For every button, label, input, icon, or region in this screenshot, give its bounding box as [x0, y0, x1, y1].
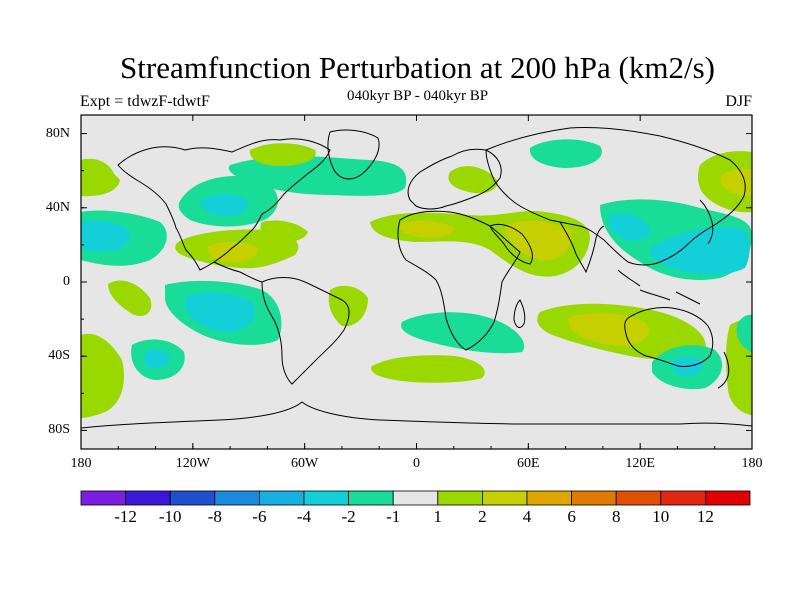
- contour-epac-trop-neg-core: [81, 220, 131, 252]
- lon-tick-label: 120E: [625, 456, 655, 471]
- colorbar-label: -1: [386, 507, 401, 526]
- coast-australia: [624, 307, 714, 367]
- lon-tick-label: 120W: [175, 456, 210, 471]
- contour-spac-east-neg: [736, 314, 752, 352]
- coast-antarctica: [81, 401, 752, 429]
- lat-tick-label: 40N: [45, 199, 70, 215]
- coast-africa: [397, 210, 521, 351]
- plot-title: Streamfunction Perturbation at 200 hPa (…: [120, 50, 715, 85]
- colorbar-label: 4: [522, 507, 532, 526]
- coast-south-america: [261, 277, 350, 385]
- coast-japan: [699, 199, 714, 245]
- contour-natl-west-pos: [81, 165, 120, 196]
- colorbar-swatch: [660, 490, 706, 506]
- contour-sepac-neg-core: [185, 292, 255, 332]
- colorbar-label: -2: [341, 507, 356, 526]
- coast-central-america: [213, 261, 263, 283]
- contour-na-positive: [249, 143, 316, 166]
- colorbar-swatch: [80, 490, 126, 506]
- coast-new-zealand: [717, 351, 730, 389]
- coast-greenland: [327, 129, 380, 180]
- contour-spac-pos-small: [108, 280, 152, 317]
- lon-tick-label: 180: [741, 456, 763, 471]
- contour-satl-pos: [371, 355, 485, 383]
- colorbar-swatch: [303, 490, 349, 506]
- coast-asia: [485, 126, 746, 266]
- contour-atlantic-north-neg: [228, 156, 407, 196]
- contour-europe-pos: [448, 166, 498, 194]
- lon-tick-label: 0: [413, 456, 420, 471]
- colorbar-swatch: [169, 490, 216, 506]
- coast-se-asia-islands: [617, 269, 701, 305]
- colorbar-label: 1: [433, 507, 443, 526]
- colorbar-swatch: [705, 490, 751, 506]
- contour-caribbean-pos: [260, 220, 308, 242]
- coast-madagascar: [513, 299, 526, 328]
- lon-tick-label: 60E: [517, 456, 540, 471]
- contour-brazil-pos: [328, 285, 368, 327]
- colorbar-label: -12: [114, 507, 137, 526]
- contour-na-west-neg-core: [200, 194, 248, 217]
- lat-tick-label: 80N: [45, 125, 70, 141]
- axis-ticks: [80, 115, 753, 449]
- contour-mideast-pos-core: [399, 220, 455, 238]
- colorbar-swatch: [526, 490, 572, 506]
- coast-india: [559, 221, 605, 274]
- contour-wpac-neg-core: [649, 226, 750, 275]
- contour-spac-neg-core: [143, 349, 170, 369]
- colorbar-swatch: [125, 490, 171, 506]
- colorbar-label: 10: [652, 507, 670, 526]
- contour-arabia-pos-core: [505, 220, 572, 261]
- lon-tick-label: 180: [70, 456, 92, 471]
- colorbar-label: 2: [478, 507, 487, 526]
- colorbar-label: -4: [296, 507, 312, 526]
- colorbar-swatch: [258, 490, 305, 506]
- contour-arctic-europe-neg: [529, 139, 602, 168]
- experiment-label: Expt = tdwzF-tdwtF: [80, 93, 210, 110]
- colorbar-label: -6: [252, 507, 267, 526]
- contour-nepac-pos-core: [720, 168, 752, 197]
- colorbar-swatch: [481, 490, 528, 506]
- colorbar-swatch: [615, 490, 662, 506]
- coast-europe: [407, 148, 502, 210]
- coastlines: [81, 126, 752, 429]
- colorbar-label: 6: [567, 507, 576, 526]
- colorbar-label: 8: [611, 507, 621, 526]
- season-label: DJF: [725, 93, 752, 110]
- colorbar-label: 12: [696, 507, 714, 526]
- contour-fills: [81, 139, 752, 418]
- lat-tick-label: 40S: [48, 348, 70, 364]
- colorbar-swatch: [571, 490, 617, 506]
- colorbar: [80, 490, 751, 506]
- colorbar-label: -8: [207, 507, 222, 526]
- coast-north-america: [117, 138, 331, 271]
- coast-arabia: [489, 223, 533, 265]
- colorbar-swatch: [437, 490, 483, 506]
- colorbar-label: -10: [158, 507, 182, 526]
- lon-tick-label: 60W: [291, 456, 319, 471]
- contour-siberia-neg-core: [608, 213, 651, 241]
- colorbar-swatch: [392, 490, 439, 506]
- colorbar-swatch: [348, 490, 394, 506]
- lat-tick-label: 0: [63, 274, 70, 289]
- colorbar-swatch: [214, 490, 260, 506]
- contour-sind-pos-core: [568, 313, 649, 346]
- lat-tick-label: 80S: [48, 422, 70, 438]
- contour-spac-west-pos: [81, 333, 125, 418]
- plot-subtitle: 040kyr BP - 040kyr BP: [346, 88, 489, 104]
